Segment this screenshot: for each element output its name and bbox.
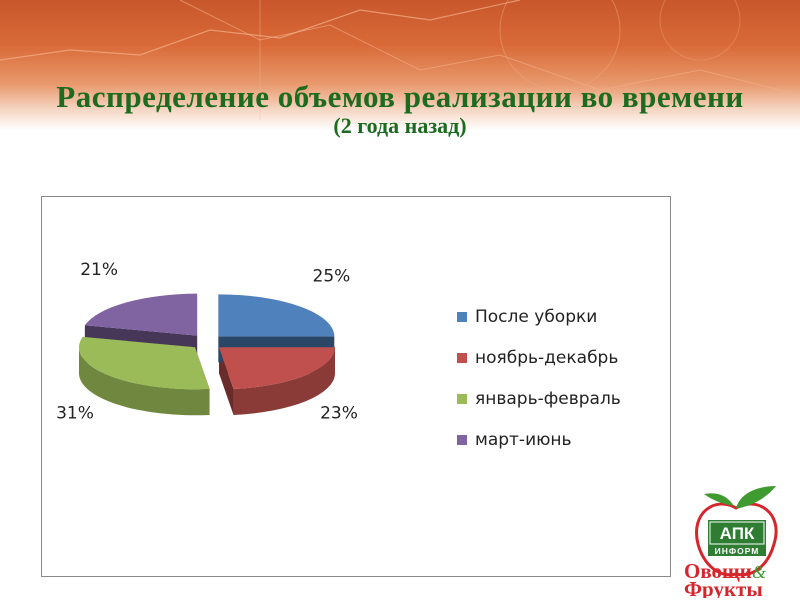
- legend-item-январь-февраль: январь-февраль: [457, 388, 621, 409]
- header-banner: [0, 0, 800, 130]
- legend-swatch: [457, 352, 467, 363]
- chart-frame: 25% 23% 31% 21% После уборки ноябрь-декабрь я…: [41, 196, 671, 577]
- legend-swatch: [457, 434, 467, 445]
- pie-slice-side-январь-февраль: [78, 347, 210, 416]
- chart-legend: После уборки ноябрь-декабрь январь-февраль…: [457, 306, 621, 473]
- data-label-после-уборки: 25%: [313, 266, 351, 286]
- logo-line4: Фрукты: [684, 577, 763, 598]
- legend-label: После уборки: [475, 306, 598, 327]
- legend-swatch: [457, 311, 467, 322]
- data-label-март-июнь: 21%: [80, 260, 118, 280]
- logo-line1: АПК: [720, 524, 755, 543]
- banner-decoration: [0, 0, 800, 120]
- legend-label: ноябрь-декабрь: [475, 347, 619, 368]
- slide-title: Распределение объемов реализации во врем…: [56, 79, 744, 114]
- title-block: Распределение объемов реализации во врем…: [0, 80, 800, 139]
- legend-item-после-уборки: После уборки: [457, 306, 621, 327]
- data-label-январь-февраль: 31%: [56, 403, 94, 423]
- pie-slice-март-июнь: [84, 293, 198, 336]
- apk-inform-logo: АПК ИНФОРМ Овощи & Фрукты: [684, 486, 778, 598]
- slide-subtitle: (2 года назад): [333, 113, 467, 138]
- pie-slice-ноябрь-декабрь: [219, 347, 336, 389]
- logo-amp: &: [752, 562, 766, 582]
- data-label-ноябрь-декабрь: 23%: [320, 403, 358, 423]
- pie-slice-после-уборки: [218, 294, 335, 337]
- legend-item-март-июнь: март-июнь: [457, 429, 621, 450]
- pie-slice-январь-февраль: [78, 336, 210, 390]
- legend-label: январь-февраль: [475, 388, 621, 409]
- logo-line3: Овощи: [684, 559, 752, 583]
- legend-item-ноябрь-декабрь: ноябрь-декабрь: [457, 347, 621, 368]
- logo-line2: ИНФОРМ: [715, 546, 760, 556]
- pie-chart: 25% 23% 31% 21%: [56, 260, 358, 424]
- legend-label: март-июнь: [475, 429, 572, 450]
- pie-slice-side-ноябрь-декабрь: [233, 347, 336, 415]
- legend-swatch: [457, 393, 467, 404]
